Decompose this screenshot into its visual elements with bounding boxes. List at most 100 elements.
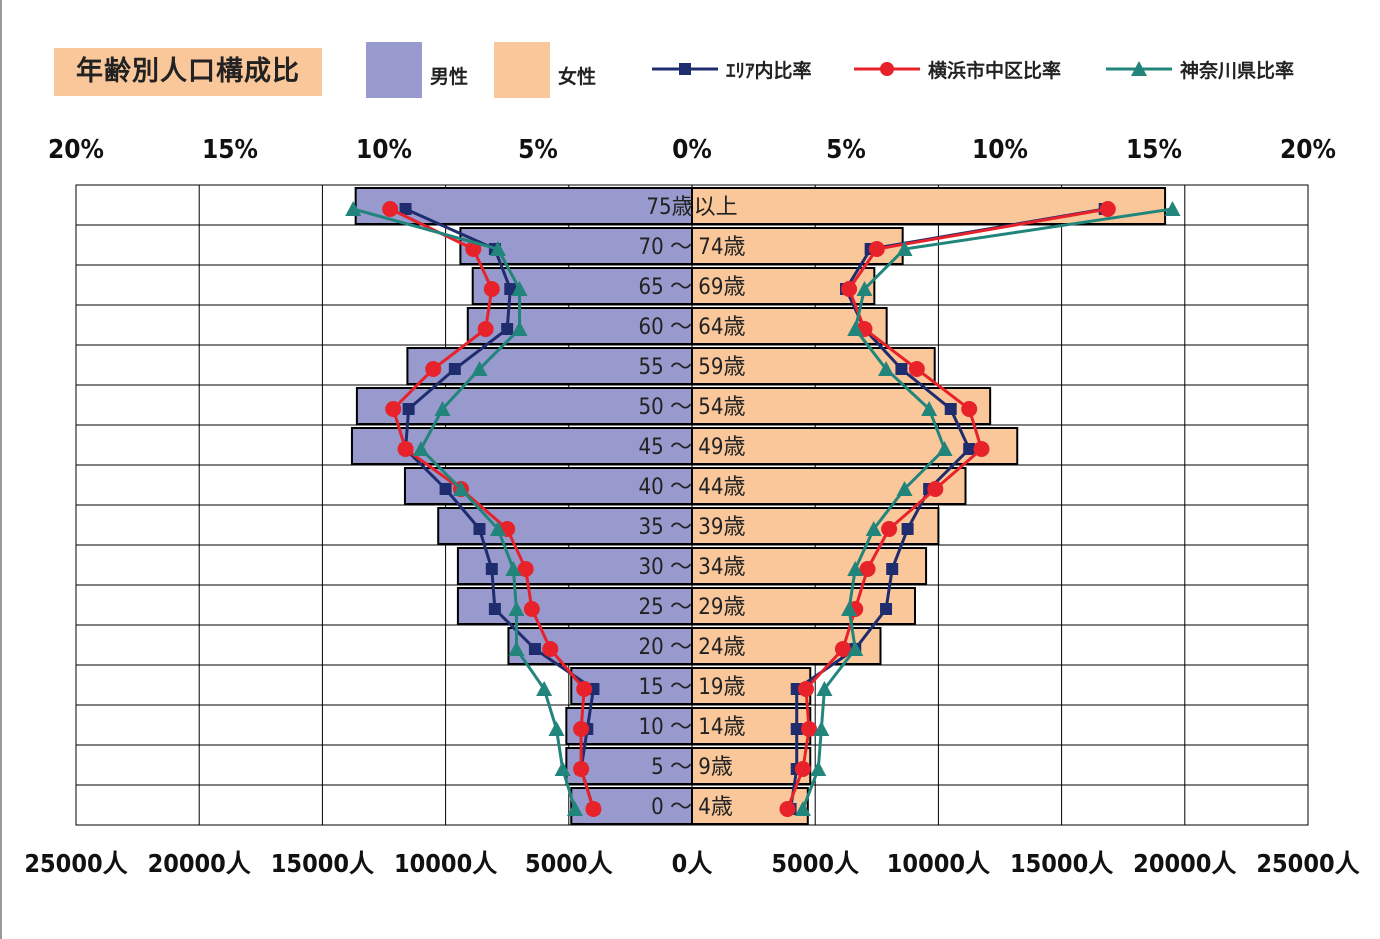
category-label: 65 ～ 69歳 — [639, 275, 746, 300]
population-tick-label: 15000人 — [1010, 849, 1113, 878]
category-label: 45 ～ 49歳 — [639, 435, 746, 460]
series-area-male-point — [528, 643, 541, 655]
category-label: 35 ～ 39歳 — [639, 515, 746, 540]
series-naka-male-point — [542, 641, 559, 657]
category-label: 5 ～ 9歳 — [651, 755, 733, 780]
category-label: 10 ～ 14歳 — [639, 715, 746, 740]
series-area-male-point — [448, 363, 461, 375]
series-kanagawa-female-point — [847, 641, 864, 656]
series-kanagawa-female-point — [810, 761, 827, 776]
series-naka-female-point — [801, 721, 818, 737]
series-naka-female-point — [841, 281, 858, 297]
population-tick-label: 5000人 — [525, 849, 613, 878]
population-tick-label: 5000人 — [771, 849, 859, 878]
category-label: 40 ～ 44歳 — [639, 475, 746, 500]
series-kanagawa-male-point — [511, 321, 528, 336]
series-area-male-point — [501, 323, 514, 335]
series-kanagawa-male-point — [505, 561, 522, 576]
series-kanagawa-male-line — [352, 207, 577, 810]
percent-tick-label: 0% — [672, 135, 712, 165]
series-naka-female-point — [868, 241, 885, 257]
category-label: 0 ～ 4歳 — [651, 795, 733, 820]
series-naka-female-point — [1099, 201, 1116, 217]
series-kanagawa-female-point — [865, 521, 882, 536]
series-area-male-point — [485, 563, 498, 575]
series-kanagawa-male-point — [548, 721, 565, 736]
percent-tick-label: 10% — [972, 135, 1028, 165]
bar-female — [691, 507, 940, 545]
population-tick-label: 25000人 — [24, 849, 127, 878]
legend-kanagawa-marker-icon — [1106, 61, 1172, 76]
category-label: 30 ～ 34歳 — [639, 555, 746, 580]
series-kanagawa-male-point — [508, 641, 525, 656]
series-area-female-point — [901, 523, 914, 535]
series-kanagawa-male-point — [554, 761, 571, 776]
series-area-male-point — [402, 403, 415, 415]
series-naka-male-point — [517, 561, 534, 577]
series-naka-male-point — [523, 601, 540, 617]
legend-male-swatch — [366, 42, 422, 98]
series-area-male-point — [399, 203, 412, 215]
population-tick-label: 25000人 — [1256, 849, 1359, 878]
legend-naka-marker-icon — [854, 62, 920, 76]
series-naka-female-line — [786, 207, 1109, 810]
series-naka-female-point — [927, 481, 944, 497]
series-naka-female-point — [859, 561, 876, 577]
category-label: 15 ～ 19歳 — [639, 675, 746, 700]
category-label: 25 ～ 29歳 — [639, 595, 746, 620]
bar-female — [691, 187, 1167, 225]
series-kanagawa-male-point — [453, 481, 469, 496]
legend-female-label: 女性 — [558, 65, 597, 88]
legend-area-series: ｴﾘｱ内比率 — [650, 54, 812, 84]
series-area-female-point — [895, 363, 908, 375]
series-area-male-point — [439, 483, 452, 495]
percent-tick-label: 5% — [518, 135, 558, 165]
category-label: 20 ～ 24歳 — [639, 635, 746, 660]
series-naka-male-point — [585, 801, 602, 817]
series-naka-male-point — [425, 361, 442, 377]
legend-male: 男性 — [366, 42, 468, 98]
series-naka-male-point — [382, 201, 399, 217]
series-kanagawa-male-point — [471, 361, 488, 376]
category-label: 55 ～ 59歳 — [639, 355, 746, 380]
series-area-male-point — [473, 523, 486, 535]
legend-naka-label: 横浜市中区比率 — [928, 59, 1062, 82]
series-kanagawa-male-point — [508, 601, 525, 616]
bar-female — [691, 667, 812, 705]
population-tick-label: 0人 — [672, 849, 713, 878]
population-tick-label: 20000人 — [148, 849, 251, 878]
percent-tick-label: 5% — [826, 135, 866, 165]
series-kanagawa-female-point — [847, 561, 864, 576]
series-area-female-point — [880, 603, 893, 615]
series-naka-male-point — [465, 241, 482, 257]
left-frame-border — [0, 0, 2, 939]
population-tick-label: 15000人 — [271, 849, 374, 878]
series-kanagawa-male-point — [489, 241, 506, 256]
bar-female — [691, 747, 812, 785]
series-naka-male-point — [576, 681, 593, 697]
series-kanagawa-male-point — [489, 521, 506, 536]
legend-male-label: 男性 — [430, 65, 469, 88]
series-naka-male-point — [573, 761, 590, 777]
legend-female: 女性 — [494, 42, 596, 98]
series-kanagawa-female-point — [936, 441, 953, 456]
series-naka-male-point — [483, 281, 500, 297]
series-kanagawa-female-point — [896, 481, 913, 496]
series-area-male-point — [504, 283, 517, 295]
category-label: 75歳以上 — [646, 195, 737, 220]
series-kanagawa-female-point — [1164, 201, 1181, 216]
population-tick-label: 10000人 — [394, 849, 497, 878]
percent-tick-label: 20% — [48, 135, 104, 165]
series-kanagawa-female-point — [878, 361, 895, 376]
series-kanagawa-female-point — [896, 241, 913, 256]
series-naka-female-point — [961, 401, 978, 417]
series-naka-male-point — [385, 401, 402, 417]
series-area-female-point — [790, 723, 803, 735]
percent-tick-label: 15% — [202, 135, 258, 165]
series-kanagawa-female-point — [856, 281, 873, 296]
legend-naka-series: 横浜市中区比率 — [852, 54, 1061, 84]
series-area-male-point — [488, 603, 501, 615]
series-area-female-point — [886, 563, 899, 575]
series-naka-male-point — [397, 441, 414, 457]
